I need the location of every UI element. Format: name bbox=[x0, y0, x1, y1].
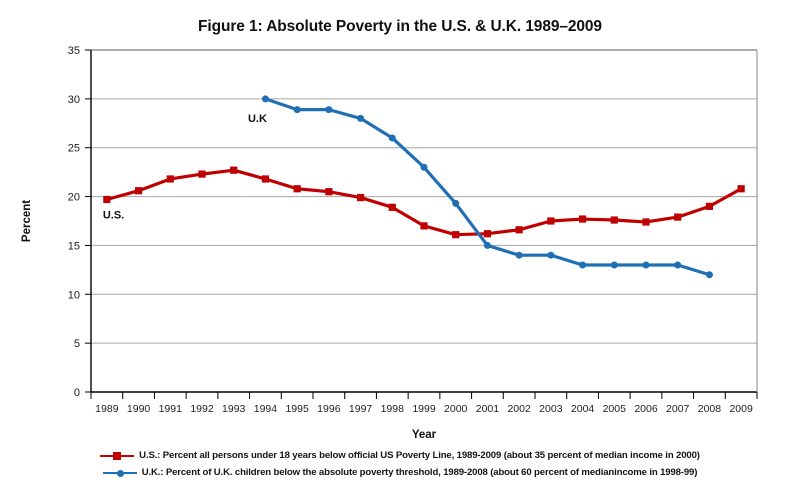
y-tick-label: 10 bbox=[68, 289, 80, 301]
y-tick-label: 30 bbox=[68, 94, 80, 106]
data-point-marker bbox=[166, 175, 174, 183]
data-point-marker bbox=[674, 261, 682, 269]
annotation-uk: U.K bbox=[248, 113, 267, 125]
x-tick-label: 2008 bbox=[698, 403, 722, 415]
legend-swatch-uk bbox=[102, 467, 137, 479]
data-point-marker bbox=[578, 215, 587, 223]
legend-item-uk: U.K.: Percent of U.K. children below the… bbox=[0, 464, 800, 481]
annotation-us: U.S. bbox=[103, 210, 124, 222]
data-point-marker bbox=[261, 95, 269, 103]
data-point-marker bbox=[737, 185, 745, 193]
x-tick-label: 2006 bbox=[634, 403, 658, 415]
data-point-marker bbox=[325, 106, 333, 114]
data-point-marker bbox=[293, 185, 301, 193]
x-tick-label: 1990 bbox=[127, 403, 151, 415]
x-tick-label: 2000 bbox=[444, 403, 468, 415]
x-tick-label: 1995 bbox=[285, 403, 309, 415]
y-axis-ticks: 0 5 10 15 20 25 30 35 bbox=[68, 45, 91, 399]
legend-marker-circle-icon bbox=[116, 469, 124, 477]
x-tick-label: 1992 bbox=[190, 403, 214, 415]
data-point-marker bbox=[642, 218, 650, 226]
legend-label-us: U.S.: Percent all persons under 18 years… bbox=[139, 450, 700, 461]
data-point-marker bbox=[388, 203, 396, 211]
data-point-marker bbox=[388, 134, 396, 142]
y-tick-label: 35 bbox=[68, 45, 80, 57]
x-axis-ticks: 1989 1990 1991 1992 1993 1994 1995 1996 1997 1998… bbox=[90, 392, 758, 415]
series-annotations: U.S. U.K bbox=[103, 113, 267, 222]
data-point-marker bbox=[610, 261, 618, 269]
data-point-marker bbox=[420, 163, 428, 171]
legend-item-us: U.S.: Percent all persons under 18 years… bbox=[0, 447, 800, 464]
series-layer bbox=[103, 95, 745, 279]
chart-title: Figure 1: Absolute Poverty in the U.S. &… bbox=[198, 18, 602, 35]
y-tick-label: 25 bbox=[68, 143, 80, 155]
data-point-marker bbox=[261, 175, 270, 183]
legend-marker-square-icon bbox=[113, 451, 122, 460]
chart-legend: U.S.: Percent all persons under 18 years… bbox=[0, 447, 800, 481]
axis-lines bbox=[90, 49, 758, 393]
data-point-marker bbox=[357, 114, 365, 122]
y-tick-label: 5 bbox=[74, 338, 80, 350]
data-point-marker bbox=[515, 251, 523, 259]
y-tick-label: 15 bbox=[68, 240, 80, 252]
data-point-marker bbox=[325, 188, 333, 196]
x-axis-title: Year bbox=[412, 429, 437, 441]
data-point-marker bbox=[610, 216, 618, 224]
y-tick-label: 0 bbox=[74, 387, 80, 399]
legend-swatch-us bbox=[100, 450, 135, 462]
data-point-marker bbox=[674, 213, 682, 221]
x-tick-label: 1997 bbox=[349, 403, 373, 415]
x-tick-label: 2002 bbox=[507, 403, 531, 415]
data-point-marker bbox=[642, 261, 650, 269]
data-point-marker bbox=[452, 231, 460, 239]
x-tick-label: 1994 bbox=[254, 403, 278, 415]
data-point-marker bbox=[579, 261, 587, 269]
x-tick-label: 1998 bbox=[381, 403, 405, 415]
x-tick-label: 2005 bbox=[603, 403, 627, 415]
data-point-marker bbox=[134, 187, 143, 195]
data-point-marker bbox=[547, 251, 555, 259]
x-tick-label: 1999 bbox=[412, 403, 436, 415]
gridlines bbox=[91, 49, 757, 344]
x-tick-label: 2004 bbox=[571, 403, 595, 415]
data-point-marker bbox=[356, 193, 365, 202]
data-point-marker bbox=[198, 170, 206, 178]
x-tick-label: 1993 bbox=[222, 403, 246, 415]
x-tick-label: 1989 bbox=[95, 403, 119, 415]
x-tick-label: 2009 bbox=[729, 403, 753, 415]
data-point-marker bbox=[420, 222, 428, 230]
data-point-marker bbox=[230, 166, 238, 174]
data-point-marker bbox=[483, 241, 491, 249]
data-point-marker bbox=[705, 271, 713, 279]
x-tick-label: 1996 bbox=[317, 403, 341, 415]
data-point-marker bbox=[483, 230, 492, 238]
data-point-marker bbox=[547, 217, 555, 225]
data-point-marker bbox=[705, 202, 714, 210]
x-tick-label: 1991 bbox=[159, 403, 183, 415]
x-tick-label: 2007 bbox=[666, 403, 690, 415]
data-point-marker bbox=[452, 199, 460, 207]
y-axis-title: Percent bbox=[21, 200, 33, 242]
y-tick-label: 20 bbox=[68, 192, 80, 204]
data-point-marker bbox=[293, 106, 301, 114]
x-tick-label: 2001 bbox=[476, 403, 500, 415]
legend-label-uk: U.K.: Percent of U.K. children below the… bbox=[141, 467, 698, 478]
data-point-marker bbox=[515, 226, 523, 234]
data-point-marker bbox=[103, 195, 111, 204]
x-tick-label: 2003 bbox=[539, 403, 563, 415]
